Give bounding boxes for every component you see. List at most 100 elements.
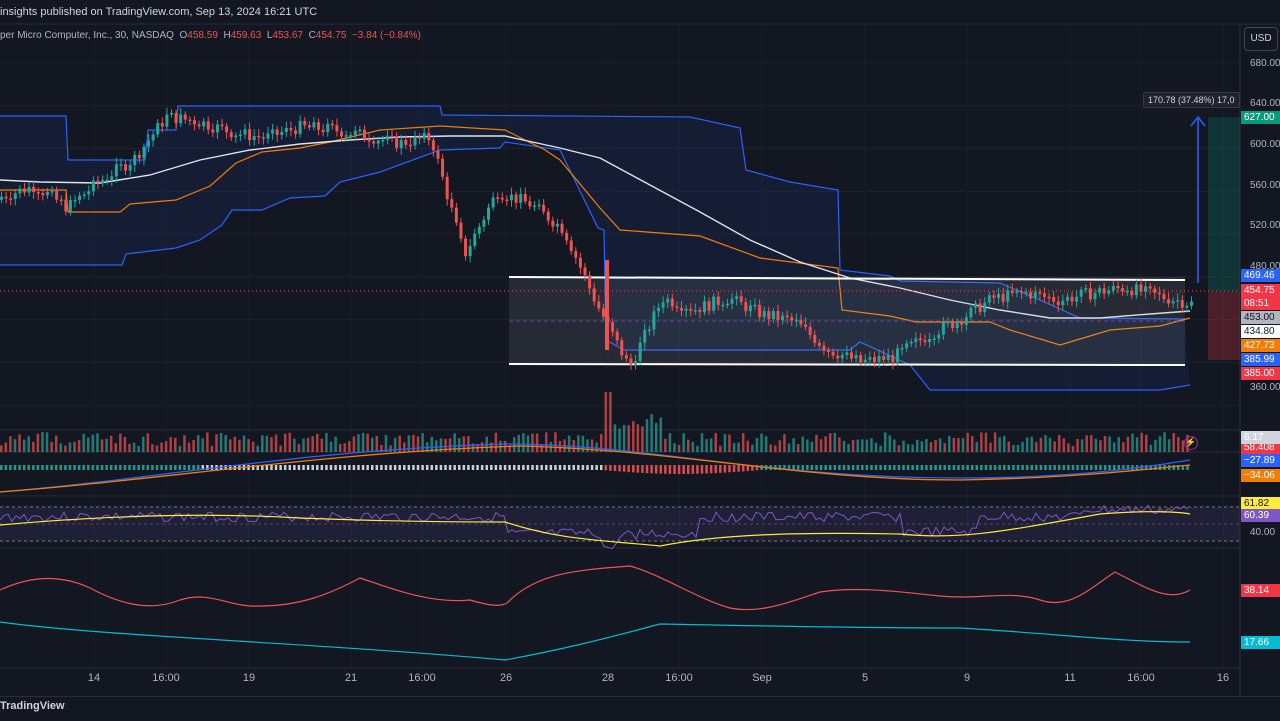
macd-hist-bar	[297, 465, 301, 470]
macd-hist-bar	[480, 465, 484, 470]
candle-body	[110, 176, 114, 180]
volume-bar	[677, 444, 681, 452]
macd-hist-bar	[174, 465, 177, 470]
volume-bar	[1181, 440, 1185, 452]
macd-hist-bar	[1085, 465, 1088, 470]
candle-body	[822, 345, 826, 351]
volume-bar	[192, 439, 195, 452]
candle-body	[537, 204, 541, 207]
price-tick: 520.00	[1250, 220, 1280, 231]
candle-body	[326, 123, 330, 133]
candle-body	[1157, 292, 1161, 295]
candle-body	[252, 135, 256, 141]
candle-body	[487, 207, 491, 220]
badge-volume: 58.408	[1241, 441, 1280, 454]
macd-hist-bar	[334, 465, 337, 470]
macd-hist-bar	[998, 465, 1001, 470]
candle-body	[1006, 290, 1010, 302]
candle-body	[64, 199, 68, 212]
volume-bar	[1062, 438, 1066, 452]
volume-bar	[361, 432, 365, 452]
price-tick: 560.00	[1250, 180, 1280, 191]
volume-bar	[77, 440, 81, 452]
macd-hist-bar	[581, 465, 585, 470]
x-tick: 14	[87, 672, 101, 684]
candle-body	[482, 219, 486, 227]
volume-bar	[796, 444, 800, 452]
macd-hist-bar	[348, 465, 351, 470]
candle-body	[18, 188, 22, 194]
volume-bar	[1007, 441, 1011, 452]
macd-hist-bar	[453, 465, 456, 470]
macd-hist-bar	[160, 465, 163, 470]
candle-body	[317, 122, 321, 130]
candle-body	[1047, 296, 1051, 299]
macd-hist-bar	[920, 465, 924, 470]
volume-bar	[966, 432, 969, 452]
candle-body	[1180, 300, 1184, 308]
macd-hist-bar	[673, 465, 676, 474]
volume-bar	[929, 442, 933, 452]
macd-hist-bar	[531, 465, 534, 470]
candle-body	[634, 361, 638, 365]
candle-body	[1102, 288, 1106, 294]
candle-body	[528, 201, 532, 207]
volume-bar	[993, 432, 997, 452]
volume-bar	[952, 437, 956, 452]
macd-hist-bar	[247, 465, 250, 470]
candle-body	[36, 191, 40, 194]
candle-body	[555, 223, 559, 227]
macd-hist-bar	[948, 465, 951, 470]
macd-hist-bar	[792, 465, 795, 470]
macd-hist-bar	[32, 465, 35, 470]
macd-hist-bar	[961, 465, 965, 470]
volume-bar	[622, 424, 626, 452]
x-tick: 11	[1064, 672, 1076, 684]
volume-bar	[288, 432, 292, 452]
volume-bar	[380, 445, 383, 452]
candle-body	[597, 301, 601, 309]
volume-bar	[247, 439, 250, 452]
volume-bar	[146, 433, 150, 452]
macd-hist-bar	[311, 465, 314, 470]
macd-hist-bar	[645, 465, 649, 474]
currency-button[interactable]: USD	[1244, 27, 1278, 51]
volume-bar	[595, 442, 598, 452]
macd-hist-bar	[828, 465, 832, 470]
macd-hist-bar	[265, 465, 269, 470]
tradingview-brand[interactable]: TradingView	[0, 700, 65, 712]
candle-body	[137, 154, 141, 159]
macd-hist-bar	[375, 465, 379, 470]
volume-bar	[201, 438, 205, 452]
macd-hist-bar	[975, 465, 979, 470]
macd-hist-bar	[1149, 465, 1153, 470]
macd-hist-bar	[274, 465, 278, 470]
volume-bar	[403, 442, 406, 452]
macd-hist-bar	[737, 465, 740, 472]
symbol-name[interactable]: per Micro Computer, Inc., 30, NASDAQ	[0, 30, 174, 41]
macd-hist-bar	[714, 465, 717, 474]
badge-rsi-ma: 61.82	[1241, 497, 1280, 510]
candle-body	[206, 121, 210, 130]
macd-hist-bar	[105, 465, 108, 470]
volume-bar	[320, 438, 324, 452]
support-line	[508, 363, 1186, 366]
volume-bar	[1021, 441, 1024, 452]
macd-hist-bar	[883, 465, 887, 470]
macd-hist-bar	[141, 465, 145, 470]
volume-bar	[41, 432, 44, 452]
candle-body	[491, 197, 495, 208]
volume-bar	[1177, 437, 1180, 452]
macd-hist-bar	[700, 465, 704, 474]
x-tick: 16	[1216, 672, 1230, 684]
candle-body	[845, 352, 849, 355]
badge-timer: 08:51	[1241, 297, 1280, 310]
lightning-icon[interactable]: ⚡	[1184, 436, 1198, 450]
candle-body	[882, 356, 886, 360]
candle-body	[215, 124, 219, 133]
candle-body	[202, 121, 206, 127]
volume-bar	[1076, 438, 1079, 452]
candle-body	[836, 355, 840, 359]
candle-body	[891, 355, 895, 363]
